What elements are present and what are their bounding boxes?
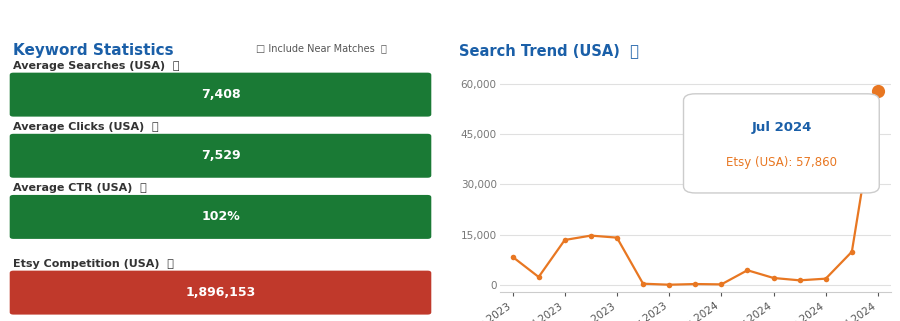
- Text: Keyword Statistics: Keyword Statistics: [14, 43, 174, 58]
- Point: [635, 281, 650, 286]
- Point: [819, 276, 833, 281]
- Text: Trend Alert:: Trend Alert:: [9, 10, 83, 20]
- Point: [506, 254, 520, 259]
- Text: Jul 2024: Jul 2024: [752, 121, 812, 134]
- Point: [662, 282, 677, 287]
- FancyBboxPatch shape: [10, 73, 431, 117]
- Text: Etsy (USA): 57,860: Etsy (USA): 57,860: [726, 156, 837, 169]
- Text: 102%: 102%: [201, 210, 240, 223]
- Text: Average Searches (USA)  ⓘ: Average Searches (USA) ⓘ: [14, 61, 180, 71]
- Point: [844, 249, 859, 254]
- Text: □ Include Near Matches  ⓘ: □ Include Near Matches ⓘ: [256, 43, 387, 53]
- Point: [557, 238, 572, 243]
- Text: 1,896,153: 1,896,153: [185, 286, 256, 299]
- Point: [792, 278, 806, 283]
- Text: This keyword has been popular on Etsy over the past week.: This keyword has been popular on Etsy ov…: [76, 10, 412, 20]
- FancyBboxPatch shape: [10, 271, 431, 315]
- Point: [740, 268, 754, 273]
- Point: [871, 88, 886, 93]
- Point: [871, 88, 886, 93]
- Text: Average Clicks (USA)  ⓘ: Average Clicks (USA) ⓘ: [14, 122, 159, 132]
- Text: 7,408: 7,408: [201, 88, 240, 101]
- Point: [610, 235, 625, 240]
- Point: [688, 282, 702, 287]
- Text: Search Trend (USA)  ⓘ: Search Trend (USA) ⓘ: [459, 43, 639, 58]
- Point: [583, 233, 598, 238]
- Point: [715, 282, 729, 287]
- FancyBboxPatch shape: [683, 94, 879, 193]
- Text: Average CTR (USA)  ⓘ: Average CTR (USA) ⓘ: [14, 183, 147, 193]
- FancyBboxPatch shape: [10, 134, 431, 178]
- Text: 7,529: 7,529: [201, 149, 240, 162]
- Point: [532, 274, 546, 280]
- Point: [766, 275, 780, 281]
- Text: Etsy Competition (USA)  ⓘ: Etsy Competition (USA) ⓘ: [14, 259, 174, 269]
- FancyBboxPatch shape: [10, 195, 431, 239]
